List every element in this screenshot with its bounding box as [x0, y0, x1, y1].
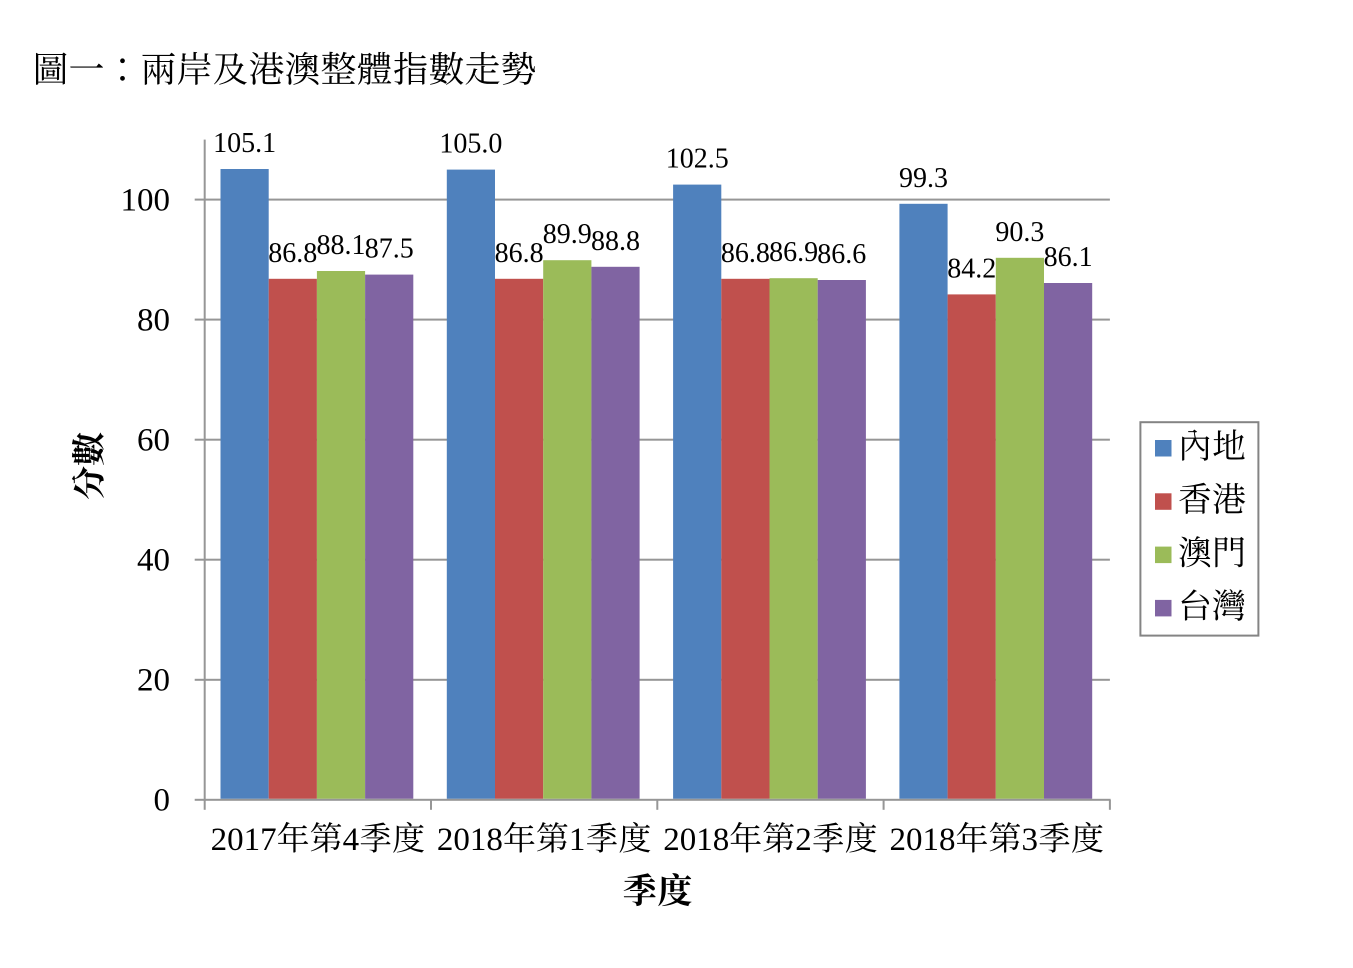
svg-text:2: 2 — [211, 822, 228, 858]
svg-text:1: 1 — [470, 822, 487, 858]
svg-text:8: 8 — [939, 822, 956, 858]
svg-text:88.1: 88.1 — [317, 230, 366, 261]
svg-text:100: 100 — [121, 183, 171, 219]
svg-text:3: 3 — [1022, 822, 1039, 858]
svg-text:40: 40 — [137, 543, 170, 579]
svg-text:86.8: 86.8 — [721, 238, 770, 269]
svg-text:89.9: 89.9 — [543, 219, 592, 250]
svg-text:1: 1 — [244, 822, 261, 858]
svg-text:0: 0 — [906, 822, 923, 858]
svg-text:86.6: 86.6 — [817, 239, 866, 270]
svg-text:90.3: 90.3 — [995, 217, 1044, 248]
svg-text:102.5: 102.5 — [666, 144, 729, 175]
svg-text:80: 80 — [137, 303, 170, 339]
svg-text:86.9: 86.9 — [769, 237, 818, 268]
svg-text:7: 7 — [260, 822, 277, 858]
svg-text:2: 2 — [795, 822, 812, 858]
svg-text:105.0: 105.0 — [439, 129, 502, 160]
svg-text:0: 0 — [680, 822, 697, 858]
svg-text:0: 0 — [227, 822, 244, 858]
svg-text:86.8: 86.8 — [495, 238, 544, 269]
svg-text:1: 1 — [923, 822, 940, 858]
svg-text:87.5: 87.5 — [365, 234, 414, 265]
svg-text:0: 0 — [453, 822, 470, 858]
svg-text:2: 2 — [663, 822, 680, 858]
svg-text:8: 8 — [713, 822, 730, 858]
svg-text:88.8: 88.8 — [591, 226, 640, 257]
svg-text:84.2: 84.2 — [947, 253, 996, 284]
svg-text:2: 2 — [890, 822, 907, 858]
svg-text:20: 20 — [137, 663, 170, 699]
svg-text:1: 1 — [696, 822, 713, 858]
svg-text:2: 2 — [437, 822, 454, 858]
svg-text:8: 8 — [486, 822, 503, 858]
svg-text:105.1: 105.1 — [213, 128, 276, 159]
svg-text:99.3: 99.3 — [899, 163, 948, 194]
svg-text:86.1: 86.1 — [1044, 242, 1093, 273]
svg-text:4: 4 — [343, 822, 360, 858]
svg-text:86.8: 86.8 — [268, 238, 317, 269]
svg-text:1: 1 — [569, 822, 586, 858]
svg-text:0: 0 — [154, 783, 171, 819]
svg-text:60: 60 — [137, 423, 170, 459]
